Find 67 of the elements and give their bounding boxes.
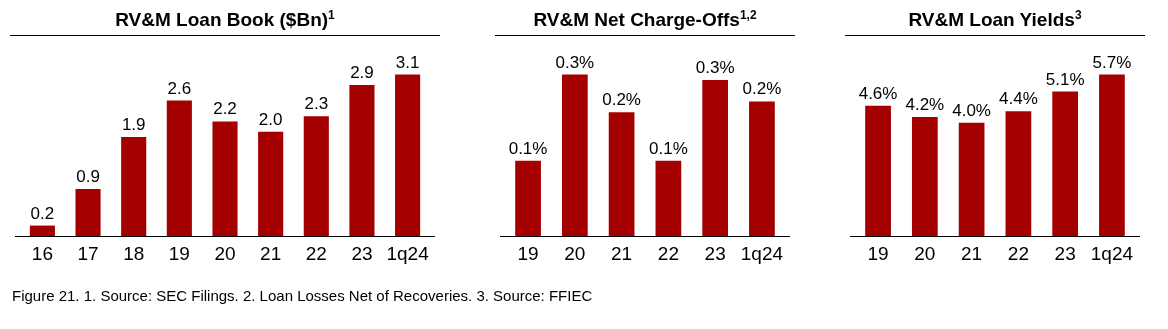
data-label: 0.1%	[649, 138, 688, 158]
x-tick-label: 20	[564, 243, 586, 265]
x-tick-label: 21	[611, 243, 633, 265]
data-label: 0.2%	[742, 79, 782, 99]
bar	[258, 132, 284, 237]
x-tick-label: 19	[517, 243, 539, 265]
x-tick-label: 18	[123, 243, 145, 265]
bar	[303, 116, 329, 237]
data-label: 5.7%	[1092, 52, 1132, 72]
x-tick-label: 21	[260, 243, 282, 265]
x-tick-label: 1q24	[386, 243, 430, 265]
data-label: 0.3%	[555, 52, 595, 72]
x-tick-label: 20	[914, 243, 936, 265]
data-label: 0.3%	[695, 58, 735, 78]
bar	[121, 137, 147, 237]
bar	[561, 74, 588, 237]
bar	[958, 123, 985, 237]
x-tick-label: 23	[351, 243, 373, 265]
x-tick-label: 23	[1054, 243, 1076, 265]
x-tick-label: 1q24	[1090, 243, 1134, 265]
bar	[865, 106, 891, 237]
data-label: 2.0	[258, 110, 283, 130]
bar	[749, 101, 775, 237]
x-tick-label: 22	[1007, 243, 1029, 265]
bar	[349, 85, 375, 237]
data-label: 0.2	[30, 203, 55, 223]
bar	[655, 160, 682, 237]
x-tick-label: 19	[867, 243, 889, 265]
data-label: 4.6%	[858, 84, 898, 103]
bar	[911, 117, 938, 237]
data-label: 4.2%	[905, 95, 945, 115]
bar	[1052, 91, 1079, 237]
bar	[608, 112, 635, 237]
chart-title: RV&M Net Charge-Offs$^{1,2}$	[495, 8, 795, 37]
x-tick-label: 22	[657, 243, 679, 265]
data-label: 4.0%	[952, 101, 991, 120]
chart-title: RV&M Loan Yields$^{3}$	[845, 8, 1145, 37]
chart-title: RV&M Loan Book ($Bn)$^{1}$	[10, 8, 440, 37]
bar	[212, 121, 238, 237]
data-label: 2.3	[304, 94, 329, 114]
x-tick-label: 22	[305, 243, 327, 265]
bar	[166, 100, 192, 237]
x-tick-label: 19	[168, 243, 190, 265]
data-label: 1.9	[121, 115, 146, 135]
data-label: 5.1%	[1045, 69, 1085, 89]
bar	[29, 225, 55, 237]
x-tick-label: 20	[214, 243, 236, 265]
x-tick-label: 23	[704, 243, 726, 265]
data-label: 3.1	[395, 52, 420, 72]
bar	[702, 80, 729, 237]
data-label: 0.1%	[508, 138, 548, 158]
bar	[1099, 74, 1125, 237]
data-label: 0.2%	[602, 90, 641, 110]
bar	[75, 189, 101, 237]
x-tick-label: 21	[961, 243, 983, 265]
bar	[1005, 111, 1032, 237]
x-tick-label: 17	[77, 243, 99, 265]
bar	[395, 74, 421, 237]
data-label: 4.4%	[999, 89, 1038, 109]
bar	[515, 160, 541, 237]
caption: Figure 21. 1. Source: SEC Filings. 2. Loan Losses Net of Recoveries. 3. Source: FFIEC	[12, 287, 593, 304]
data-label: 0.9	[76, 167, 100, 187]
data-label: 2.6	[167, 78, 192, 98]
x-tick-label: 16	[31, 243, 53, 265]
data-label: 2.9	[350, 63, 374, 83]
data-label: 2.2	[213, 99, 237, 119]
x-tick-label: 1q24	[740, 243, 784, 265]
